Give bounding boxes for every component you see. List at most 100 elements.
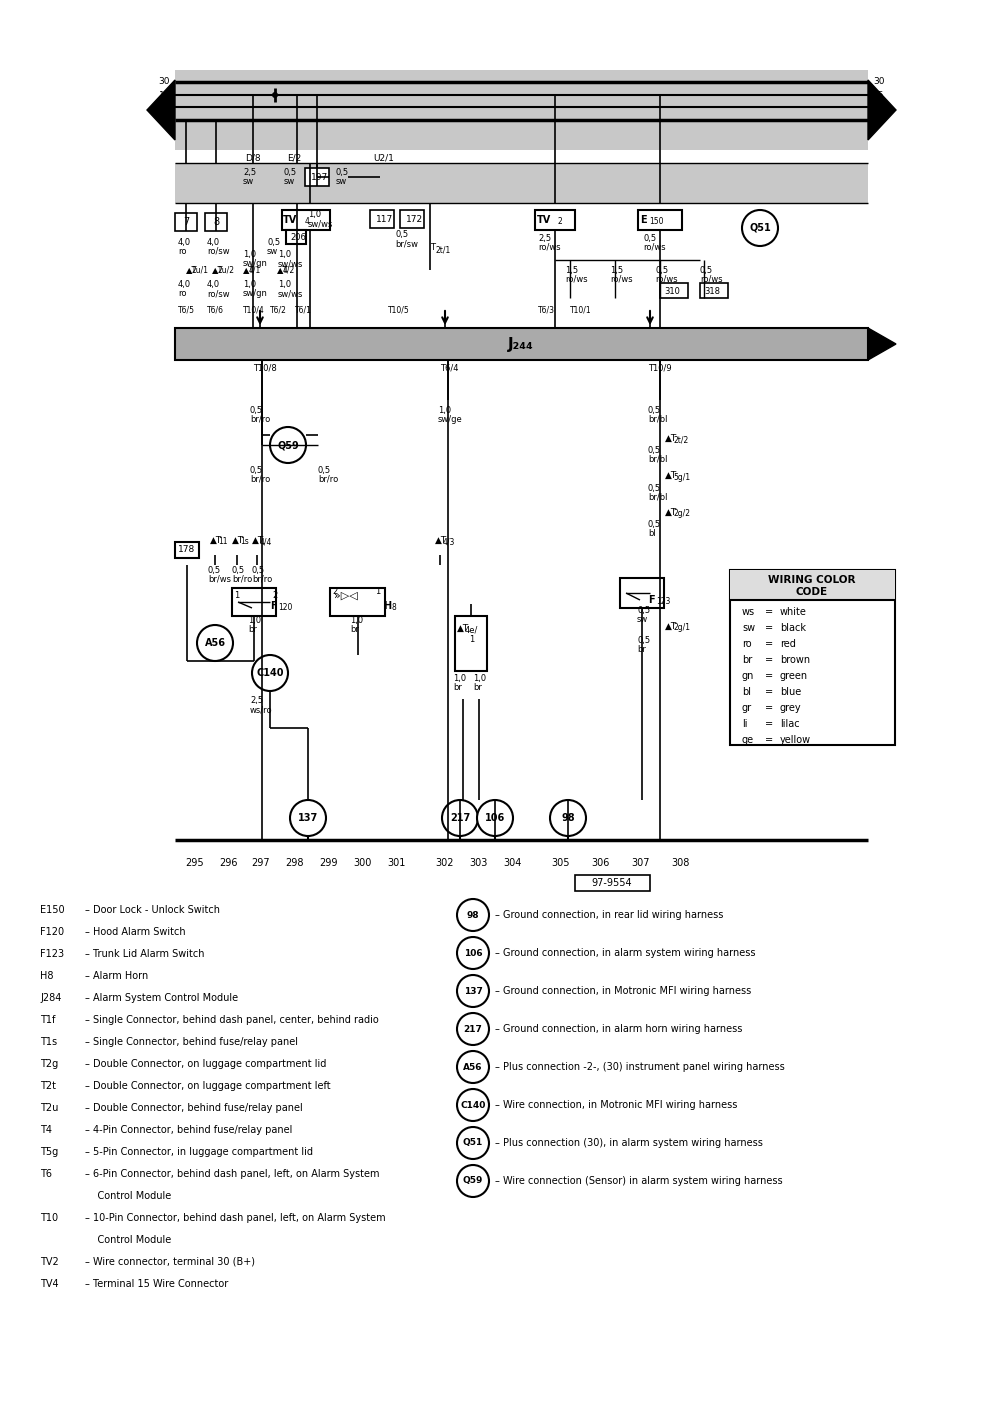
Bar	[620, 578, 664, 608]
Bar	[232, 588, 276, 617]
Text: ro/ws: ro/ws	[655, 274, 678, 283]
Circle shape	[457, 1012, 489, 1045]
Text: 296: 296	[219, 858, 237, 868]
Text: 1,0: 1,0	[438, 406, 451, 414]
Text: T6/4: T6/4	[440, 363, 458, 372]
Text: 318: 318	[704, 287, 720, 296]
Text: 0,5: 0,5	[208, 566, 221, 574]
Text: sw/gn: sw/gn	[243, 260, 268, 269]
Text: Q59: Q59	[463, 1176, 483, 1185]
Text: – Single Connector, behind dash panel, center, behind radio: – Single Connector, behind dash panel, c…	[85, 1015, 379, 1025]
Text: 301: 301	[388, 858, 406, 868]
Text: – Alarm System Control Module: – Alarm System Control Module	[85, 993, 238, 1003]
Circle shape	[550, 800, 586, 836]
Text: U2/1: U2/1	[373, 154, 394, 163]
Text: 1,0: 1,0	[453, 674, 466, 683]
Text: ro/sw: ro/sw	[207, 290, 230, 298]
Text: sw/gn: sw/gn	[243, 290, 268, 298]
Text: br/bl: br/bl	[648, 454, 668, 464]
Text: 298: 298	[286, 858, 304, 868]
Text: 172: 172	[406, 215, 423, 223]
Text: 123: 123	[656, 598, 670, 607]
Bar	[370, 211, 394, 228]
Text: bl: bl	[648, 529, 656, 539]
Text: 305: 305	[552, 858, 570, 868]
Text: ws: ws	[742, 607, 755, 617]
Text: 0,5: 0,5	[648, 445, 661, 454]
Text: 4/1: 4/1	[249, 266, 261, 274]
Text: T2u: T2u	[40, 1103, 58, 1113]
Text: 2,5: 2,5	[538, 233, 551, 242]
Text: C140: C140	[460, 1100, 486, 1110]
Text: ▲T: ▲T	[665, 471, 677, 479]
Text: ro/ws: ro/ws	[565, 274, 588, 283]
Text: 4,0: 4,0	[178, 280, 191, 290]
Text: 1,0: 1,0	[248, 617, 261, 625]
Text: br: br	[473, 683, 482, 693]
Text: br/ro: br/ro	[318, 475, 338, 484]
Text: 4,0: 4,0	[178, 238, 191, 246]
Text: 1: 1	[375, 587, 380, 597]
Circle shape	[197, 625, 233, 660]
Text: 1s: 1s	[240, 537, 249, 546]
Text: yellow: yellow	[780, 735, 811, 745]
Text: 0,5: 0,5	[637, 607, 650, 615]
Bar	[638, 211, 682, 230]
Circle shape	[270, 427, 306, 462]
Text: sw/ws: sw/ws	[278, 260, 303, 269]
Bar	[575, 875, 650, 891]
Text: 98: 98	[467, 911, 479, 919]
Text: sw: sw	[243, 177, 254, 185]
Text: 15: 15	[873, 90, 885, 99]
Bar	[660, 283, 688, 298]
Text: 217: 217	[450, 813, 470, 823]
Text: 4e/: 4e/	[465, 625, 478, 635]
Bar	[175, 71, 868, 150]
Text: br: br	[248, 625, 257, 635]
Text: – Ground connection, in alarm system wiring harness: – Ground connection, in alarm system wir…	[495, 947, 756, 959]
Text: 304: 304	[503, 858, 521, 868]
Text: 1,5: 1,5	[565, 266, 578, 274]
Text: 8: 8	[392, 604, 397, 612]
Text: grey: grey	[780, 703, 802, 713]
Bar	[305, 168, 329, 187]
Text: =: =	[765, 607, 773, 617]
Text: sw/ws: sw/ws	[278, 290, 303, 298]
Text: =: =	[765, 718, 773, 730]
Text: br/ro: br/ro	[250, 414, 270, 424]
Bar	[455, 617, 487, 672]
Text: – Wire connection, in Motronic MFI wiring harness: – Wire connection, in Motronic MFI wirin…	[495, 1100, 737, 1110]
Text: br/ws: br/ws	[208, 574, 231, 584]
Text: ro/ws: ro/ws	[610, 274, 633, 283]
Text: F: F	[648, 595, 655, 605]
Text: T10/1: T10/1	[570, 305, 592, 314]
Circle shape	[742, 211, 778, 246]
Text: gr: gr	[742, 703, 752, 713]
Text: ro: ro	[178, 246, 186, 256]
Text: CODE: CODE	[796, 587, 828, 597]
Text: WIRING COLOR: WIRING COLOR	[768, 575, 856, 585]
Text: sw: sw	[267, 246, 278, 256]
Text: T1s: T1s	[40, 1036, 57, 1046]
Text: 4,0: 4,0	[207, 280, 220, 290]
Text: 2t/2: 2t/2	[673, 436, 688, 444]
Circle shape	[457, 1165, 489, 1198]
Text: 1: 1	[469, 635, 474, 645]
Circle shape	[457, 1127, 489, 1159]
Polygon shape	[868, 81, 896, 140]
Text: ▲T: ▲T	[457, 624, 469, 632]
Text: 303: 303	[470, 858, 488, 868]
Text: – 10-Pin Connector, behind dash panel, left, on Alarm System: – 10-Pin Connector, behind dash panel, l…	[85, 1213, 386, 1223]
Circle shape	[272, 92, 278, 98]
Text: 8: 8	[213, 216, 219, 228]
Text: ▲T: ▲T	[243, 266, 254, 274]
Text: – 4-Pin Connector, behind fuse/relay panel: – 4-Pin Connector, behind fuse/relay pan…	[85, 1126, 292, 1135]
Text: – 5-Pin Connector, in luggage compartment lid: – 5-Pin Connector, in luggage compartmen…	[85, 1147, 313, 1157]
Text: 0,5: 0,5	[643, 233, 656, 242]
Text: Control Module: Control Module	[85, 1234, 171, 1244]
Text: gn: gn	[742, 672, 754, 682]
Text: 4/2: 4/2	[283, 266, 295, 274]
Text: 2t/1: 2t/1	[436, 246, 451, 255]
Text: ge: ge	[742, 735, 754, 745]
Text: 0,5: 0,5	[648, 484, 661, 492]
